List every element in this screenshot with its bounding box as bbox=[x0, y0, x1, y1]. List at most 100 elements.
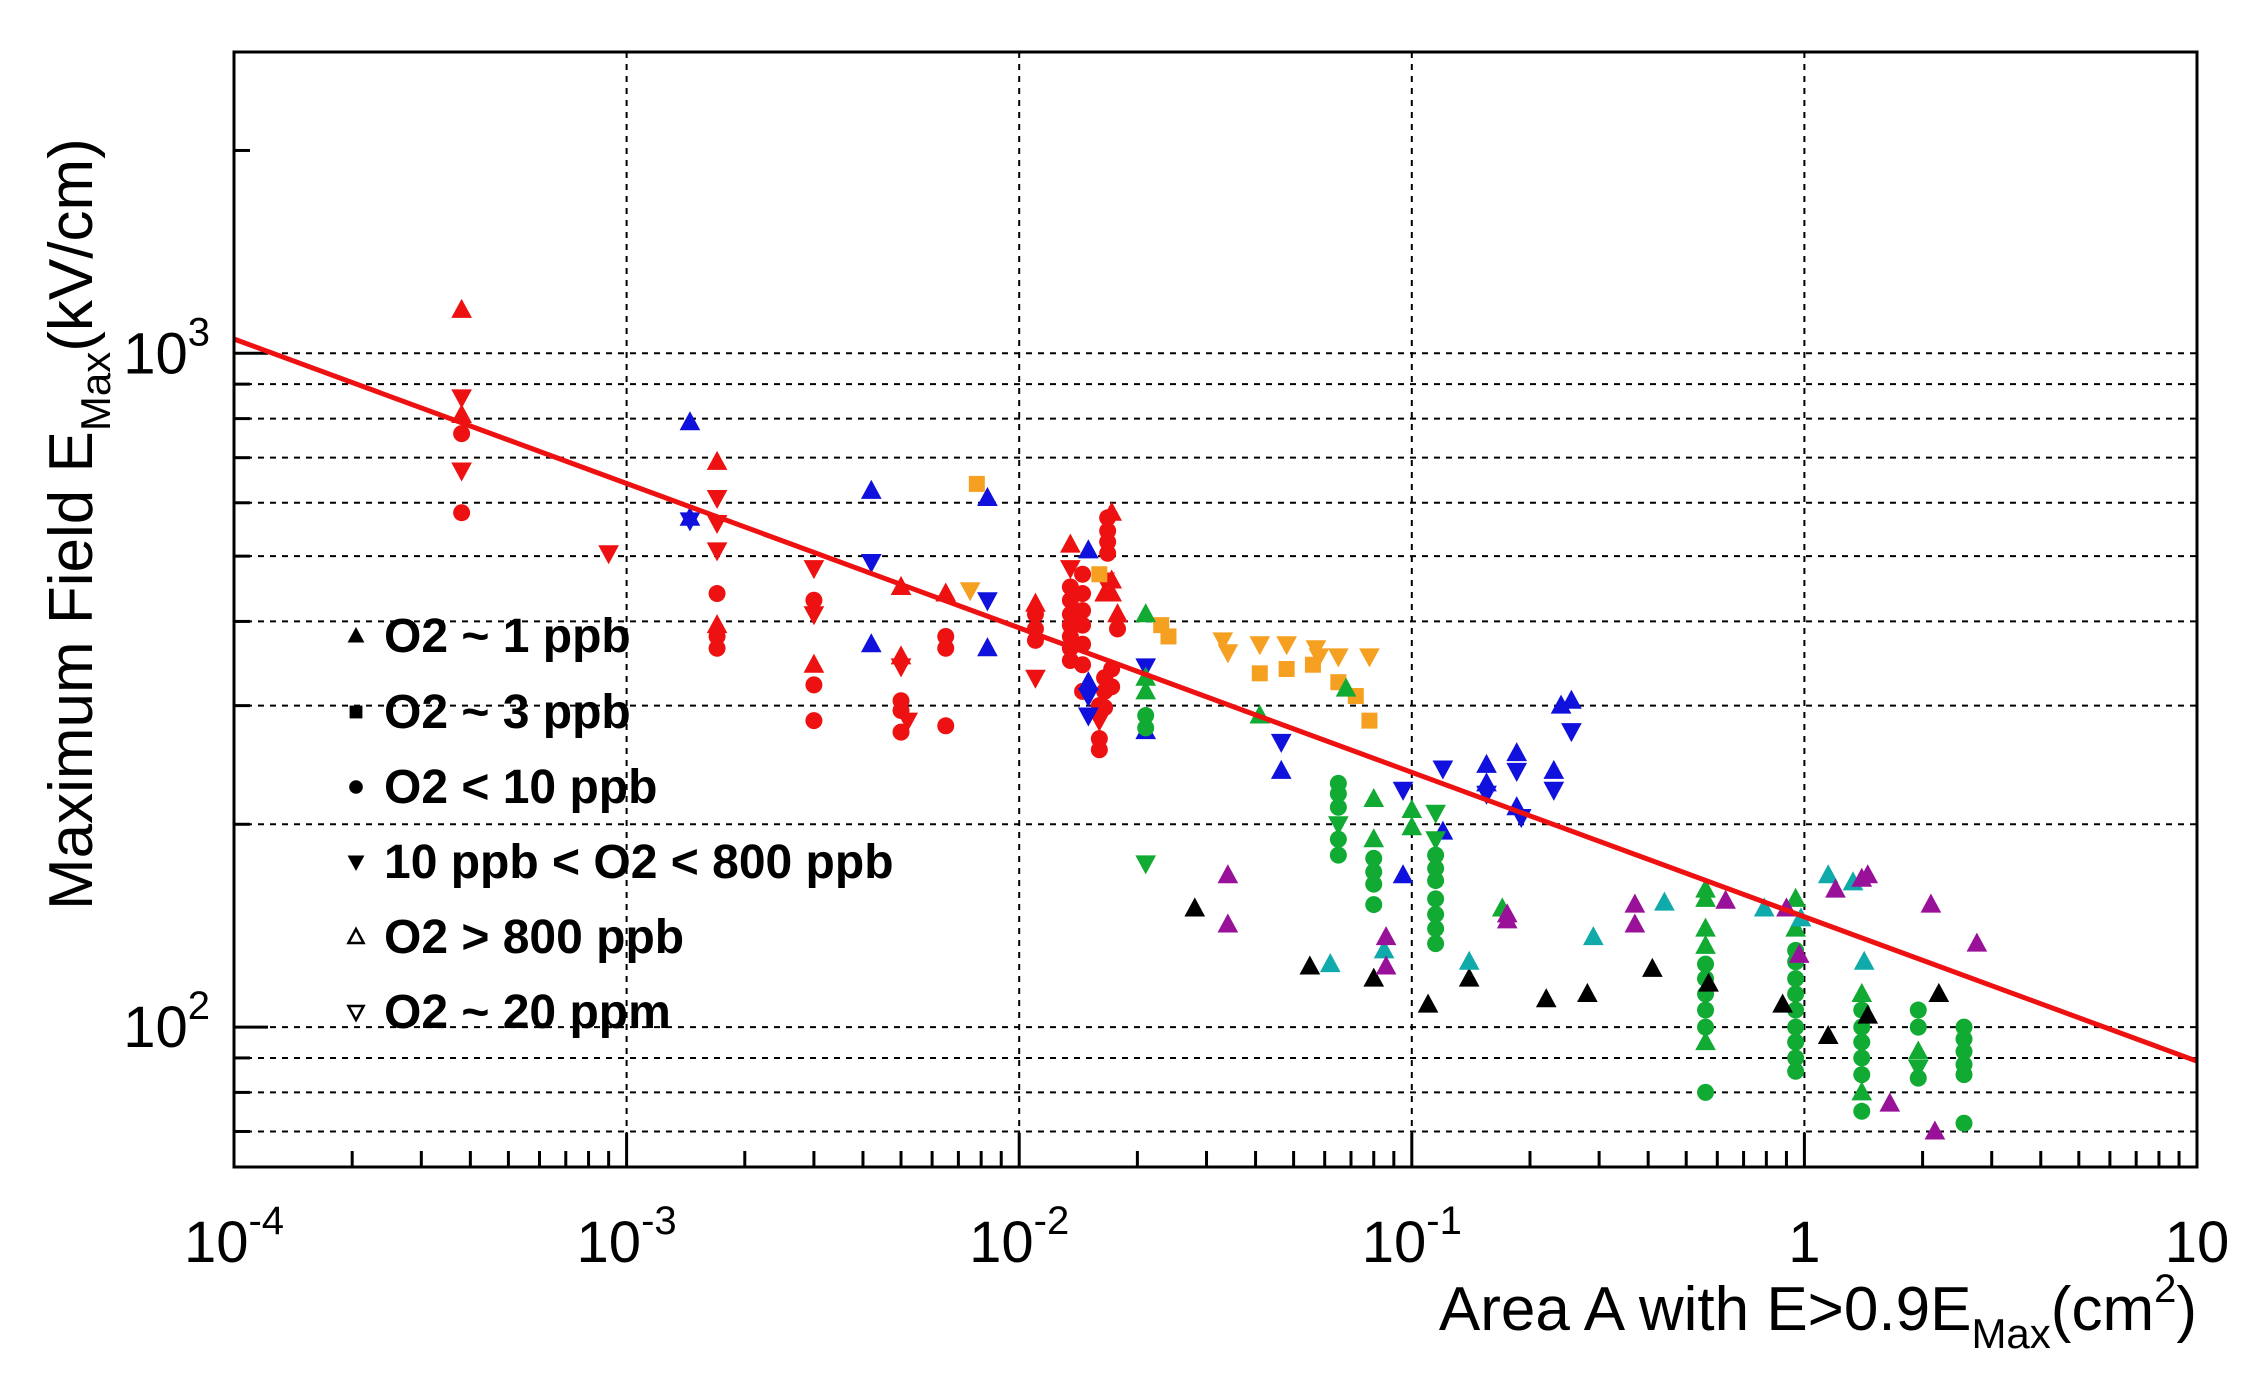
data-point bbox=[1695, 934, 1716, 954]
data-point bbox=[1091, 566, 1108, 583]
series-purple bbox=[1217, 864, 1988, 1140]
data-point bbox=[1109, 620, 1127, 638]
data-point bbox=[1785, 887, 1806, 907]
data-point bbox=[1160, 628, 1177, 645]
legend-label: 10 ppb < O2 < 800 ppb bbox=[384, 836, 894, 889]
data-point bbox=[1335, 677, 1357, 697]
data-point bbox=[1329, 830, 1347, 848]
data-point bbox=[451, 389, 472, 409]
data-point bbox=[1624, 913, 1646, 933]
data-point bbox=[1955, 1043, 1973, 1061]
data-point bbox=[1363, 828, 1385, 848]
legend-marker bbox=[349, 705, 363, 719]
data-point bbox=[1270, 759, 1292, 779]
data-point bbox=[1785, 917, 1806, 937]
data-point bbox=[1026, 605, 1044, 623]
data-point bbox=[1137, 719, 1155, 737]
data-point bbox=[1299, 955, 1321, 975]
data-point bbox=[1853, 1033, 1871, 1051]
data-point bbox=[1365, 849, 1383, 867]
data-point bbox=[1249, 636, 1271, 656]
data-point bbox=[1476, 785, 1497, 805]
data-points bbox=[451, 298, 1988, 1140]
data-point bbox=[1328, 648, 1349, 668]
data-point bbox=[1417, 993, 1439, 1013]
data-point bbox=[1217, 864, 1239, 884]
data-point bbox=[1788, 943, 1810, 963]
data-point bbox=[1270, 733, 1292, 753]
data-point bbox=[1907, 1040, 1929, 1060]
data-point bbox=[1392, 781, 1414, 801]
data-point bbox=[1427, 905, 1445, 923]
data-point bbox=[1401, 816, 1423, 836]
data-point bbox=[1787, 985, 1805, 1003]
data-point bbox=[1365, 896, 1383, 914]
data-point bbox=[1061, 627, 1079, 645]
legend: O2 ~ 1 ppb O2 ~ 3 ppb O2 < 10 ppb 10 ppb < … bbox=[346, 610, 894, 1039]
x-tick-label: 10-1 bbox=[1362, 1199, 1462, 1275]
data-point bbox=[1427, 846, 1445, 864]
data-point bbox=[1365, 863, 1383, 881]
legend-marker bbox=[347, 626, 365, 643]
data-point bbox=[1697, 1001, 1715, 1019]
data-point bbox=[977, 592, 998, 612]
data-point bbox=[1135, 855, 1157, 875]
data-point bbox=[1851, 982, 1873, 1002]
data-point bbox=[1543, 759, 1565, 779]
legend-marker bbox=[346, 1004, 366, 1023]
x-axis-title: Area A with E>0.9EMax(cm2) bbox=[1439, 1267, 2197, 1357]
x-tick-labels: 10-4 10-3 10-2 10-1 1 10 bbox=[184, 1199, 2229, 1275]
y-axis-title: Maximum Field EMax(kV/cm) bbox=[37, 138, 119, 910]
data-point bbox=[1928, 982, 1950, 1002]
data-point bbox=[453, 504, 471, 522]
data-point bbox=[1955, 1030, 1973, 1048]
data-point bbox=[1074, 616, 1092, 634]
data-point bbox=[1543, 781, 1565, 801]
data-point bbox=[968, 475, 985, 492]
data-point bbox=[1787, 1062, 1805, 1080]
legend-label: O2 > 800 ppb bbox=[384, 911, 684, 964]
x-tick-label: 10 bbox=[2165, 1210, 2230, 1275]
y-tick-labels: 102 103 bbox=[123, 310, 210, 1060]
data-point bbox=[1624, 893, 1646, 913]
data-point bbox=[1074, 585, 1092, 603]
data-point bbox=[1506, 762, 1528, 782]
data-point bbox=[1361, 712, 1378, 729]
data-point bbox=[1427, 935, 1445, 953]
legend-marker bbox=[349, 780, 363, 794]
data-point bbox=[1853, 1066, 1871, 1084]
data-point bbox=[1090, 741, 1108, 759]
data-point bbox=[1101, 501, 1123, 521]
data-point bbox=[679, 512, 701, 532]
data-point bbox=[1375, 955, 1397, 975]
data-point bbox=[1365, 875, 1383, 893]
data-point bbox=[1392, 864, 1414, 884]
legend-label: O2 ~ 1 ppb bbox=[384, 610, 631, 663]
data-point bbox=[1853, 950, 1875, 970]
data-point bbox=[937, 717, 955, 735]
data-point bbox=[805, 676, 823, 694]
data-point bbox=[860, 554, 882, 574]
data-point bbox=[1697, 955, 1715, 973]
data-point bbox=[1060, 560, 1081, 580]
data-point bbox=[1099, 544, 1117, 562]
data-point bbox=[1077, 688, 1099, 708]
data-point bbox=[1561, 723, 1582, 743]
data-point bbox=[1458, 950, 1480, 970]
legend-marker bbox=[346, 926, 366, 945]
data-point bbox=[1496, 909, 1518, 929]
data-point bbox=[1857, 864, 1879, 884]
data-point bbox=[1695, 887, 1716, 907]
data-point bbox=[805, 712, 823, 730]
data-point bbox=[1924, 1120, 1946, 1140]
data-point bbox=[897, 712, 919, 732]
data-point bbox=[1278, 660, 1295, 677]
data-point bbox=[1787, 970, 1805, 988]
legend-marker bbox=[347, 855, 365, 872]
fit-line-group bbox=[233, 336, 2198, 1064]
data-point bbox=[1787, 1001, 1805, 1019]
data-point bbox=[1427, 890, 1445, 908]
data-point bbox=[1137, 707, 1155, 725]
data-point bbox=[1074, 656, 1092, 674]
